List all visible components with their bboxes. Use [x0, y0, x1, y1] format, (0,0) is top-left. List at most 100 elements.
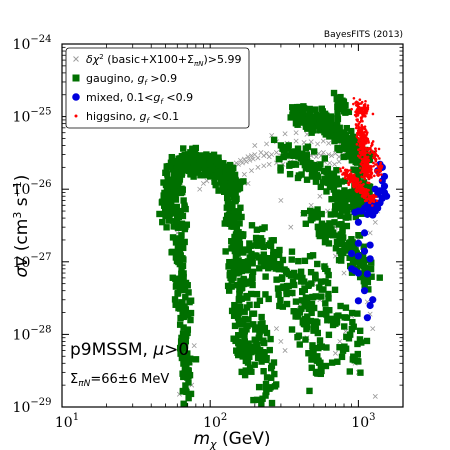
point-dot-718 [372, 161, 375, 165]
point-square-1150 [308, 161, 316, 169]
point-square-1578 [367, 265, 375, 273]
point-dot-31 [359, 166, 362, 170]
point-square-1536 [307, 268, 315, 276]
point-square-784 [246, 353, 253, 360]
point-square-545 [169, 274, 176, 281]
point-dot-664 [358, 106, 361, 109]
point-dot-566 [371, 194, 374, 197]
point-square-635 [236, 290, 243, 298]
point-square-783 [271, 370, 278, 378]
point-square-1530 [333, 319, 341, 326]
point-square-1586 [362, 275, 370, 282]
point-square-538 [181, 204, 188, 211]
point-square-1450 [326, 226, 333, 234]
point-square-1398 [332, 245, 340, 252]
point-square-980 [298, 297, 306, 304]
data-points-layer [156, 89, 391, 407]
point-square-1050 [270, 136, 278, 144]
point-circle-27 [360, 229, 369, 237]
point-square-1509 [322, 278, 329, 285]
point-square-1597 [364, 278, 372, 286]
point-square-736 [238, 295, 245, 302]
point-square-1486 [349, 318, 356, 326]
point-square-368 [174, 162, 182, 170]
point-square-735 [268, 399, 276, 407]
point-square-1079 [317, 183, 325, 191]
point-square-591 [235, 229, 242, 236]
point-dot-214 [365, 175, 368, 178]
point-dot-539 [356, 186, 359, 190]
point-dot-537 [348, 172, 352, 176]
point-square-1590 [354, 256, 362, 263]
point-square-283 [162, 169, 169, 177]
point-square-433 [184, 326, 192, 333]
point-square-1457 [348, 236, 355, 243]
point-square-804 [230, 242, 237, 249]
point-square-778 [245, 316, 252, 323]
point-square-979 [312, 318, 319, 325]
point-square-364 [162, 181, 170, 188]
point-square-1185 [321, 177, 328, 185]
point-dot-298 [360, 127, 364, 131]
point-square-951 [279, 284, 286, 292]
point-dot-716 [372, 174, 376, 178]
point-circle-31 [348, 249, 356, 258]
point-square-1539 [329, 321, 337, 329]
point-square-1508 [308, 300, 316, 308]
point-square-976 [325, 331, 333, 339]
point-square-714 [230, 262, 238, 269]
point-dot-243 [360, 123, 363, 127]
point-square-631 [223, 194, 231, 202]
point-square-337 [187, 171, 194, 178]
point-square-1541 [314, 260, 321, 268]
point-square-1340 [313, 122, 321, 129]
point-x-22 [237, 157, 243, 163]
point-square-1304 [346, 139, 353, 147]
point-square-674 [238, 368, 245, 376]
point-square-1098 [303, 152, 311, 159]
point-square-1212 [306, 105, 313, 113]
point-square-347 [222, 165, 230, 172]
point-square-486 [173, 275, 180, 282]
point-square-845 [256, 265, 263, 272]
point-square-597 [251, 361, 258, 368]
point-square-1420 [302, 220, 309, 227]
point-square-1622 [337, 93, 344, 101]
point-dot-644 [358, 98, 362, 101]
point-square-1180 [309, 172, 317, 180]
point-square-971 [254, 242, 262, 249]
point-square-733 [250, 321, 257, 328]
point-square-1305 [337, 137, 344, 144]
point-dot-299 [366, 131, 369, 134]
point-square-375 [220, 174, 228, 181]
point-square-1291 [349, 153, 357, 160]
point-square-940 [270, 237, 277, 244]
point-square-1542 [348, 309, 356, 317]
point-square-508 [185, 367, 192, 375]
point-square-888 [314, 353, 321, 360]
point-square-671 [230, 193, 237, 200]
point-square-540 [185, 379, 192, 386]
point-square-1462 [339, 226, 346, 234]
point-square-799 [267, 364, 275, 372]
point-dot-544 [344, 170, 347, 174]
point-square-1260 [306, 109, 314, 116]
point-square-1374 [300, 116, 307, 124]
point-dot-556 [355, 182, 359, 186]
y-tick-label: 10−28 [13, 324, 52, 343]
point-square-1456 [343, 222, 351, 230]
point-square-788 [234, 305, 241, 313]
point-square-634 [233, 225, 241, 232]
point-square-959 [267, 240, 274, 247]
point-square-1517 [288, 248, 296, 255]
point-square-1372 [297, 104, 305, 111]
point-square-500 [187, 355, 194, 362]
point-dot-314 [370, 175, 373, 179]
point-dot-723 [374, 158, 378, 161]
point-square-1307 [321, 110, 329, 118]
point-dot-420 [343, 176, 347, 180]
point-square-1081 [277, 167, 284, 174]
point-circle-36 [354, 269, 362, 277]
point-square-365 [190, 158, 197, 165]
point-dot-317 [366, 162, 370, 166]
